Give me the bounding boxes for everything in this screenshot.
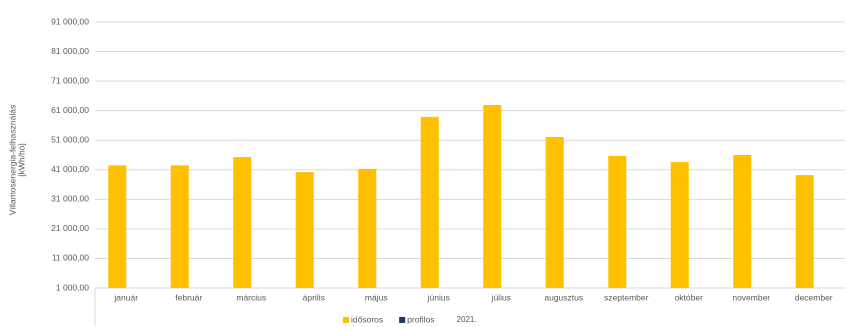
legend-swatch bbox=[343, 317, 349, 323]
y-tick-label: 31 000,00 bbox=[51, 194, 89, 204]
x-tick-label: szeptember bbox=[604, 292, 649, 302]
bar bbox=[170, 165, 189, 288]
y-tick-label: 51 000,00 bbox=[51, 134, 89, 144]
x-tick-label: április bbox=[303, 292, 325, 302]
y-label-line: [kWh/hó] bbox=[16, 143, 26, 177]
bar bbox=[545, 136, 564, 288]
x-tick-label: február bbox=[175, 292, 202, 302]
y-tick-label: 61 000,00 bbox=[51, 105, 89, 115]
bar bbox=[420, 116, 439, 288]
y-tick-label: 81 000,00 bbox=[51, 46, 89, 56]
x-tick-label: június bbox=[427, 292, 450, 302]
bar bbox=[670, 162, 689, 288]
bar bbox=[295, 172, 314, 288]
x-axis-title: 2021. bbox=[457, 315, 477, 324]
bar bbox=[233, 157, 252, 288]
x-tick-label: január bbox=[113, 292, 138, 302]
bar bbox=[795, 175, 814, 288]
y-axis-title: Villamosenergia-felhasználás [kWh/hó] bbox=[7, 105, 26, 215]
bar bbox=[108, 165, 127, 288]
y-label-line: Villamosenergia-felhasználás bbox=[7, 105, 17, 215]
bar bbox=[358, 168, 377, 288]
x-tick-label: augusztus bbox=[544, 292, 583, 302]
legend-label: profilos bbox=[407, 314, 434, 324]
y-tick-label: 41 000,00 bbox=[51, 164, 89, 174]
x-tick-label: május bbox=[365, 292, 388, 302]
bar bbox=[733, 155, 752, 288]
x-tick-label: december bbox=[795, 292, 833, 302]
legend-swatch bbox=[399, 317, 406, 323]
y-tick-label: 71 000,00 bbox=[51, 75, 89, 85]
bar bbox=[483, 105, 502, 288]
y-tick-label: 91 000,00 bbox=[51, 16, 89, 26]
y-tick-label: 21 000,00 bbox=[51, 223, 89, 233]
x-tick-label: november bbox=[732, 292, 770, 302]
x-tick-label: március bbox=[236, 292, 266, 302]
bar bbox=[608, 155, 627, 288]
x-tick-label: július bbox=[491, 292, 511, 302]
y-tick-label: 11 000,00 bbox=[52, 253, 89, 263]
y-tick-label: 1 000,00 bbox=[56, 282, 89, 292]
legend-label: idősoros bbox=[351, 314, 383, 324]
x-tick-label: október bbox=[675, 292, 704, 302]
